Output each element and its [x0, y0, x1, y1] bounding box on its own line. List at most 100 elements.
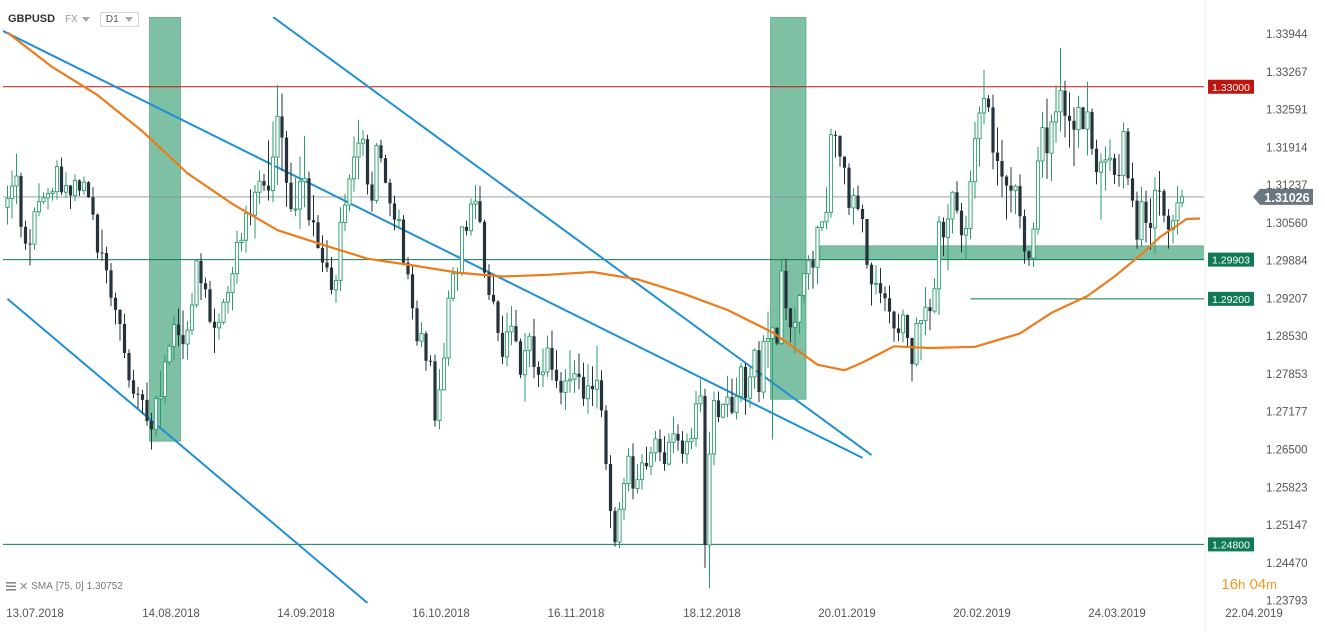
- candle-body: [464, 226, 469, 231]
- candle-body: [14, 175, 19, 187]
- price-tick-label: 1.28530: [1266, 331, 1308, 343]
- level-tag-label: 1.29200: [1212, 294, 1250, 306]
- candle-body: [289, 182, 293, 209]
- candle-body: [955, 192, 959, 211]
- candle-body: [905, 315, 910, 338]
- candle-body: [266, 185, 271, 191]
- candle-body: [1049, 121, 1054, 154]
- candle-body: [95, 214, 100, 253]
- close-icon[interactable]: ✕: [19, 581, 29, 593]
- candle-body: [1063, 90, 1067, 116]
- date-tick-label: 18.12.2018: [683, 608, 741, 620]
- candle-body: [590, 385, 595, 390]
- indicator-value: 1.30752: [86, 581, 123, 592]
- date-tick-label: 24.03.2019: [1088, 608, 1146, 620]
- candle-body: [1130, 178, 1135, 201]
- candle-body: [415, 308, 419, 342]
- candle-body: [842, 156, 847, 168]
- candle-body: [379, 145, 383, 159]
- candle-body: [883, 293, 887, 299]
- candle-body: [63, 185, 69, 193]
- candle-body: [851, 195, 856, 209]
- candle-body: [559, 380, 563, 393]
- candle-body: [680, 440, 685, 454]
- candle-body: [189, 304, 195, 331]
- candle-body: [918, 320, 924, 324]
- candle-body: [419, 332, 424, 342]
- candle-body: [325, 262, 329, 268]
- candle-body: [36, 201, 42, 213]
- candle-body: [491, 294, 496, 302]
- date-tick-label: 14.09.2018: [277, 608, 335, 620]
- candle-body: [865, 219, 869, 265]
- candle-body: [1081, 107, 1085, 130]
- candle-body: [1094, 148, 1099, 173]
- candle-body: [581, 376, 586, 399]
- candle-body: [914, 322, 919, 365]
- timer-minutes-unit: m: [1266, 577, 1277, 592]
- trendline-1[interactable]: [272, 17, 873, 456]
- candle-body: [171, 324, 177, 347]
- candle-body: [342, 204, 348, 223]
- candle-body: [1035, 160, 1041, 230]
- candle-body: [410, 274, 415, 309]
- chart-toolbar: GBPUSD FX D1: [8, 9, 139, 29]
- candle-body: [401, 219, 406, 263]
- symbol-label: GBPUSD: [8, 13, 56, 25]
- candle-countdown-timer: 16h 04m: [1221, 576, 1277, 593]
- candle-body: [936, 221, 942, 290]
- candle-body: [896, 328, 901, 333]
- candle-body: [293, 208, 298, 211]
- candle-body: [1027, 251, 1031, 259]
- candle-body: [1009, 185, 1013, 191]
- trendline-0[interactable]: [3, 30, 863, 459]
- date-tick-label: 20.02.2019: [953, 608, 1011, 620]
- candle-body: [1135, 200, 1139, 240]
- candle-body: [262, 181, 266, 186]
- candle-body: [500, 332, 505, 357]
- candle-body: [540, 371, 546, 376]
- candle-body: [1157, 190, 1162, 192]
- market-selector[interactable]: FX: [65, 14, 90, 25]
- candle-body: [995, 152, 1000, 161]
- candle-body: [761, 340, 766, 393]
- chevron-down-icon: [81, 16, 90, 22]
- candle-body: [676, 433, 680, 441]
- timeframe-selector[interactable]: D1: [99, 11, 139, 27]
- candle-body: [437, 389, 442, 421]
- candle-body: [297, 181, 303, 210]
- candle-body: [613, 510, 617, 543]
- candle-body: [32, 211, 37, 245]
- menu-icon[interactable]: [6, 582, 16, 591]
- trendline-2[interactable]: [6, 298, 369, 603]
- candle-body: [585, 385, 591, 400]
- candle-body: [1031, 228, 1036, 259]
- candle-body: [424, 333, 428, 361]
- candle-body: [959, 210, 964, 236]
- timer-minutes: 04: [1249, 576, 1267, 593]
- candle-body: [374, 144, 379, 202]
- candle-body: [1139, 201, 1144, 241]
- candle-body: [514, 326, 518, 342]
- candle-body: [487, 272, 491, 295]
- candle-body: [1022, 216, 1027, 252]
- candle-body: [743, 366, 748, 399]
- candle-body: [532, 336, 536, 367]
- candle-body: [878, 283, 883, 294]
- candle-body: [320, 248, 325, 263]
- candle-body: [738, 366, 744, 397]
- candle-body: [230, 273, 235, 294]
- candle-body: [356, 142, 361, 158]
- chevron-down-icon: [124, 16, 133, 22]
- candle-body: [536, 366, 541, 375]
- candle-body: [167, 345, 172, 363]
- candle-body: [639, 462, 645, 481]
- candle-body: [91, 197, 95, 215]
- candle-body: [1004, 176, 1009, 186]
- price-tick-label: 1.27853: [1266, 369, 1308, 381]
- candle-body: [910, 337, 914, 365]
- candle-body: [928, 307, 932, 312]
- candle-body: [666, 441, 672, 465]
